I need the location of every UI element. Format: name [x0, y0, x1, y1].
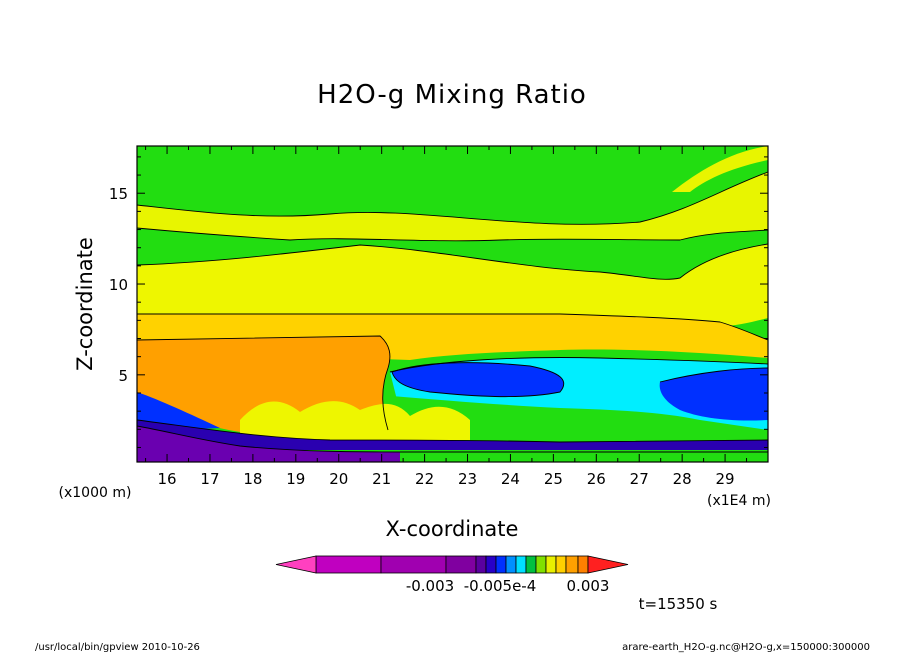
x-tick-label: 25 — [544, 470, 563, 488]
x-tick-label: 20 — [329, 470, 348, 488]
bottom-green-strip — [400, 452, 768, 462]
y-tick-label: 5 — [118, 367, 128, 385]
contour-field — [137, 146, 768, 462]
colorbar-swatch — [515, 555, 527, 574]
x-tick-label: 28 — [673, 470, 692, 488]
colorbar-swatch — [475, 555, 487, 574]
x-tick-label: 26 — [587, 470, 606, 488]
plot-frame — [136, 145, 769, 463]
colorbar-under-arrow — [275, 555, 317, 574]
dark-blue-band — [137, 420, 768, 450]
footer-left: /usr/local/bin/gpview 2010-10-26 — [35, 642, 200, 653]
x-tick-label: 29 — [716, 470, 735, 488]
x-tick-label: 18 — [243, 470, 262, 488]
colorbar-swatch — [565, 555, 579, 574]
colorbar-swatch — [577, 555, 589, 574]
colorbar — [275, 555, 629, 574]
x-tick-label: 19 — [286, 470, 305, 488]
colorbar-swatch — [555, 555, 567, 574]
x-tick-label: 24 — [501, 470, 520, 488]
top-right-yellow — [672, 146, 768, 192]
colorbar-swatch — [315, 555, 382, 574]
x-tick-label: 21 — [372, 470, 391, 488]
colorbar-swatch — [505, 555, 517, 574]
y-axis-ticks: 5 10 15 — [109, 156, 768, 448]
left-blue-wedge — [137, 392, 220, 432]
contour-lines — [137, 171, 768, 453]
x-tick-label: 16 — [158, 470, 177, 488]
x-tick-label: 22 — [415, 470, 434, 488]
colorbar-swatch — [380, 555, 447, 574]
upper-yellow-band — [137, 172, 768, 241]
colorbar-label-neg: -0.003 — [406, 577, 454, 595]
colorbar-swatch — [545, 555, 557, 574]
colorbar-label-pos: 0.003 — [567, 577, 610, 595]
colorbar-swatch — [485, 555, 497, 574]
blue-lobe-right — [659, 368, 768, 421]
x-unit-left: (x1000 m) — [59, 485, 132, 501]
x-tick-label: 27 — [630, 470, 649, 488]
x-tick-label: 17 — [200, 470, 219, 488]
colorbar-swatch — [495, 555, 507, 574]
colorbar-label-mid: -0.005e-4 — [464, 577, 537, 595]
colorbar-swatch — [445, 555, 477, 574]
y-tick-label: 10 — [109, 276, 128, 294]
colorbar-over-arrow — [587, 555, 629, 574]
y-tick-label: 15 — [109, 185, 128, 203]
chart-title: H2O-g Mixing Ratio — [317, 80, 587, 110]
x-unit-right: (x1E4 m) — [707, 493, 771, 509]
green-lower — [392, 396, 768, 442]
x-tick-label: 23 — [458, 470, 477, 488]
mid-yellow-band — [137, 244, 768, 330]
y-axis-label: Z-coordinate — [73, 237, 97, 371]
yellow-lower — [240, 401, 470, 440]
x-axis-label: X-coordinate — [386, 517, 519, 541]
colorbar-swatch — [535, 555, 547, 574]
x-axis-ticks: 16 17 18 19 20 21 22 23 24 25 26 27 28 29 — [145, 146, 769, 488]
blue-lobe-left — [392, 362, 564, 397]
footer-right: arare-earth_H2O-g.nc@H2O-g,x=150000:3000… — [622, 642, 870, 653]
time-annotation: t=15350 s — [639, 595, 718, 613]
colorbar-swatch — [525, 555, 537, 574]
